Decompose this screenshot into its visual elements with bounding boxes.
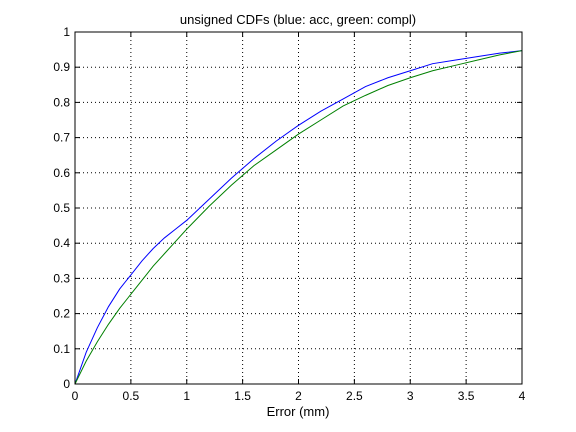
y-tick-label: 0.2 bbox=[53, 307, 70, 321]
y-tick-label: 0.3 bbox=[53, 271, 70, 285]
y-tick-label: 0.7 bbox=[53, 131, 70, 145]
y-tick-label: 0.9 bbox=[53, 60, 70, 74]
x-tick-label: 1.5 bbox=[234, 389, 251, 403]
x-tick-label: 1 bbox=[183, 389, 190, 403]
x-axis-label: Error (mm) bbox=[267, 404, 330, 419]
x-tick-label: 2 bbox=[295, 389, 302, 403]
y-tick-label: 0.5 bbox=[53, 201, 70, 215]
plot-area: 0 0.5 1 1.5 2 2.5 3 3.5 4 0 0.1 0.2 0.3 0.4 0.5 0.6 0.7 0… bbox=[53, 25, 525, 403]
y-tick-label: 0.4 bbox=[53, 236, 70, 250]
y-tick-label: 0.8 bbox=[53, 95, 70, 109]
y-tick-label: 0 bbox=[63, 377, 70, 391]
x-tick-label: 4 bbox=[519, 389, 526, 403]
x-tick-label: 0 bbox=[72, 389, 79, 403]
series-line-blue bbox=[74, 50, 523, 385]
y-tick-label: 1 bbox=[63, 25, 70, 39]
x-tick-label: 2.5 bbox=[346, 389, 363, 403]
series-line-green bbox=[74, 50, 523, 385]
x-tick-label: 3.5 bbox=[458, 389, 475, 403]
y-tick-label: 0.6 bbox=[53, 166, 70, 180]
x-tick-label: 0.5 bbox=[123, 389, 140, 403]
y-tick-label: 0.1 bbox=[53, 342, 70, 356]
chart-title: unsigned CDFs (blue: acc, green: compl) bbox=[180, 12, 416, 27]
x-tick-label: 3 bbox=[407, 389, 414, 403]
